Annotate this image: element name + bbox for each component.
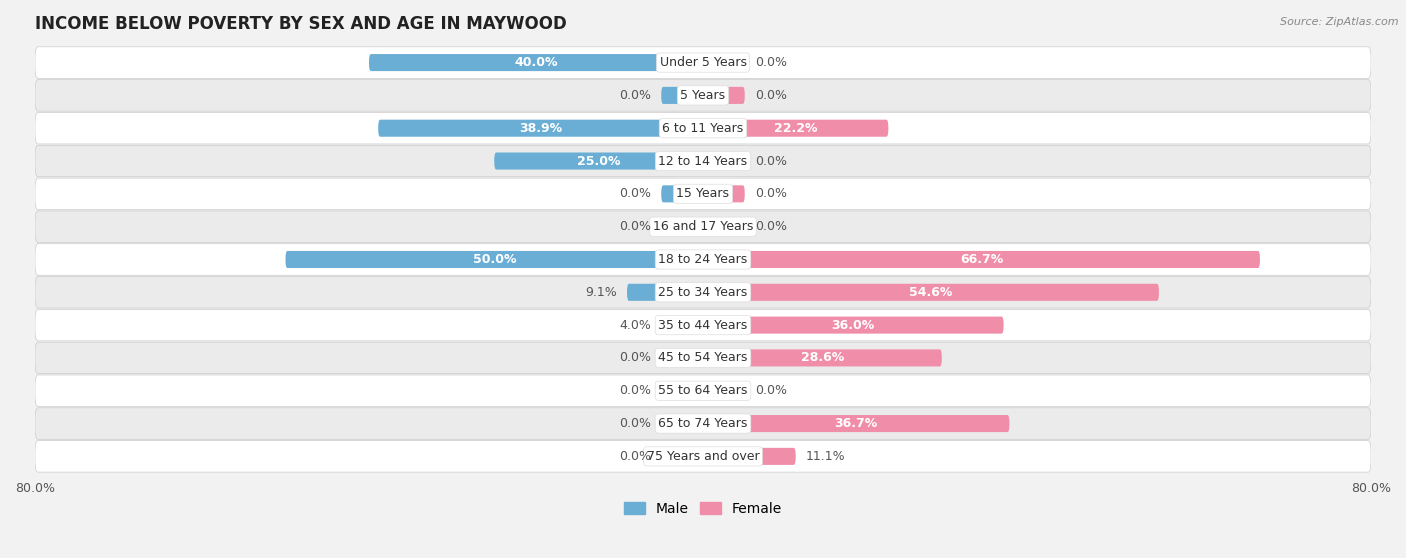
Text: 65 to 74 Years: 65 to 74 Years bbox=[658, 417, 748, 430]
FancyBboxPatch shape bbox=[661, 349, 703, 367]
FancyBboxPatch shape bbox=[35, 309, 1371, 341]
Text: 50.0%: 50.0% bbox=[472, 253, 516, 266]
FancyBboxPatch shape bbox=[35, 47, 1371, 78]
FancyBboxPatch shape bbox=[703, 54, 745, 71]
FancyBboxPatch shape bbox=[35, 145, 1371, 177]
Text: 40.0%: 40.0% bbox=[515, 56, 558, 69]
Text: 36.7%: 36.7% bbox=[835, 417, 877, 430]
FancyBboxPatch shape bbox=[703, 415, 1010, 432]
Text: 35 to 44 Years: 35 to 44 Years bbox=[658, 319, 748, 331]
FancyBboxPatch shape bbox=[703, 87, 745, 104]
Text: 12 to 14 Years: 12 to 14 Years bbox=[658, 155, 748, 167]
Text: 25.0%: 25.0% bbox=[576, 155, 620, 167]
FancyBboxPatch shape bbox=[378, 119, 703, 137]
FancyBboxPatch shape bbox=[35, 375, 1371, 406]
FancyBboxPatch shape bbox=[35, 441, 1371, 472]
FancyBboxPatch shape bbox=[627, 284, 703, 301]
FancyBboxPatch shape bbox=[35, 244, 1371, 275]
Text: 0.0%: 0.0% bbox=[619, 417, 651, 430]
FancyBboxPatch shape bbox=[703, 448, 796, 465]
FancyBboxPatch shape bbox=[703, 185, 745, 203]
Text: 0.0%: 0.0% bbox=[619, 187, 651, 200]
FancyBboxPatch shape bbox=[35, 211, 1371, 242]
FancyBboxPatch shape bbox=[703, 119, 889, 137]
FancyBboxPatch shape bbox=[661, 87, 703, 104]
Text: 22.2%: 22.2% bbox=[773, 122, 817, 134]
FancyBboxPatch shape bbox=[35, 178, 1371, 210]
Text: 11.1%: 11.1% bbox=[806, 450, 845, 463]
Text: 0.0%: 0.0% bbox=[755, 155, 787, 167]
FancyBboxPatch shape bbox=[703, 251, 1260, 268]
FancyBboxPatch shape bbox=[661, 218, 703, 235]
FancyBboxPatch shape bbox=[703, 382, 745, 400]
FancyBboxPatch shape bbox=[35, 80, 1371, 111]
FancyBboxPatch shape bbox=[35, 342, 1371, 374]
Text: 0.0%: 0.0% bbox=[619, 384, 651, 397]
FancyBboxPatch shape bbox=[703, 284, 1159, 301]
Text: 0.0%: 0.0% bbox=[755, 220, 787, 233]
Text: 15 Years: 15 Years bbox=[676, 187, 730, 200]
Text: 66.7%: 66.7% bbox=[960, 253, 1002, 266]
Text: Under 5 Years: Under 5 Years bbox=[659, 56, 747, 69]
Text: 75 Years and over: 75 Years and over bbox=[647, 450, 759, 463]
FancyBboxPatch shape bbox=[661, 382, 703, 400]
Text: 4.0%: 4.0% bbox=[620, 319, 651, 331]
FancyBboxPatch shape bbox=[35, 113, 1371, 144]
Legend: Male, Female: Male, Female bbox=[619, 496, 787, 521]
FancyBboxPatch shape bbox=[661, 185, 703, 203]
Text: 0.0%: 0.0% bbox=[619, 220, 651, 233]
Text: 0.0%: 0.0% bbox=[755, 56, 787, 69]
Text: 0.0%: 0.0% bbox=[619, 352, 651, 364]
Text: 5 Years: 5 Years bbox=[681, 89, 725, 102]
FancyBboxPatch shape bbox=[661, 316, 703, 334]
Text: 28.6%: 28.6% bbox=[801, 352, 844, 364]
Text: 18 to 24 Years: 18 to 24 Years bbox=[658, 253, 748, 266]
FancyBboxPatch shape bbox=[35, 277, 1371, 308]
Text: 55 to 64 Years: 55 to 64 Years bbox=[658, 384, 748, 397]
FancyBboxPatch shape bbox=[35, 408, 1371, 439]
FancyBboxPatch shape bbox=[703, 316, 1004, 334]
Text: 36.0%: 36.0% bbox=[832, 319, 875, 331]
FancyBboxPatch shape bbox=[285, 251, 703, 268]
Text: 45 to 54 Years: 45 to 54 Years bbox=[658, 352, 748, 364]
Text: Source: ZipAtlas.com: Source: ZipAtlas.com bbox=[1281, 17, 1399, 27]
Text: 0.0%: 0.0% bbox=[755, 89, 787, 102]
Text: 25 to 34 Years: 25 to 34 Years bbox=[658, 286, 748, 299]
Text: 0.0%: 0.0% bbox=[619, 450, 651, 463]
Text: 9.1%: 9.1% bbox=[585, 286, 617, 299]
Text: 0.0%: 0.0% bbox=[619, 89, 651, 102]
Text: 38.9%: 38.9% bbox=[519, 122, 562, 134]
FancyBboxPatch shape bbox=[703, 152, 745, 170]
Text: 0.0%: 0.0% bbox=[755, 187, 787, 200]
FancyBboxPatch shape bbox=[703, 218, 745, 235]
FancyBboxPatch shape bbox=[495, 152, 703, 170]
Text: 16 and 17 Years: 16 and 17 Years bbox=[652, 220, 754, 233]
Text: 6 to 11 Years: 6 to 11 Years bbox=[662, 122, 744, 134]
Text: INCOME BELOW POVERTY BY SEX AND AGE IN MAYWOOD: INCOME BELOW POVERTY BY SEX AND AGE IN M… bbox=[35, 15, 567, 33]
FancyBboxPatch shape bbox=[661, 415, 703, 432]
FancyBboxPatch shape bbox=[703, 349, 942, 367]
Text: 54.6%: 54.6% bbox=[910, 286, 953, 299]
FancyBboxPatch shape bbox=[661, 448, 703, 465]
FancyBboxPatch shape bbox=[368, 54, 703, 71]
Text: 0.0%: 0.0% bbox=[755, 384, 787, 397]
